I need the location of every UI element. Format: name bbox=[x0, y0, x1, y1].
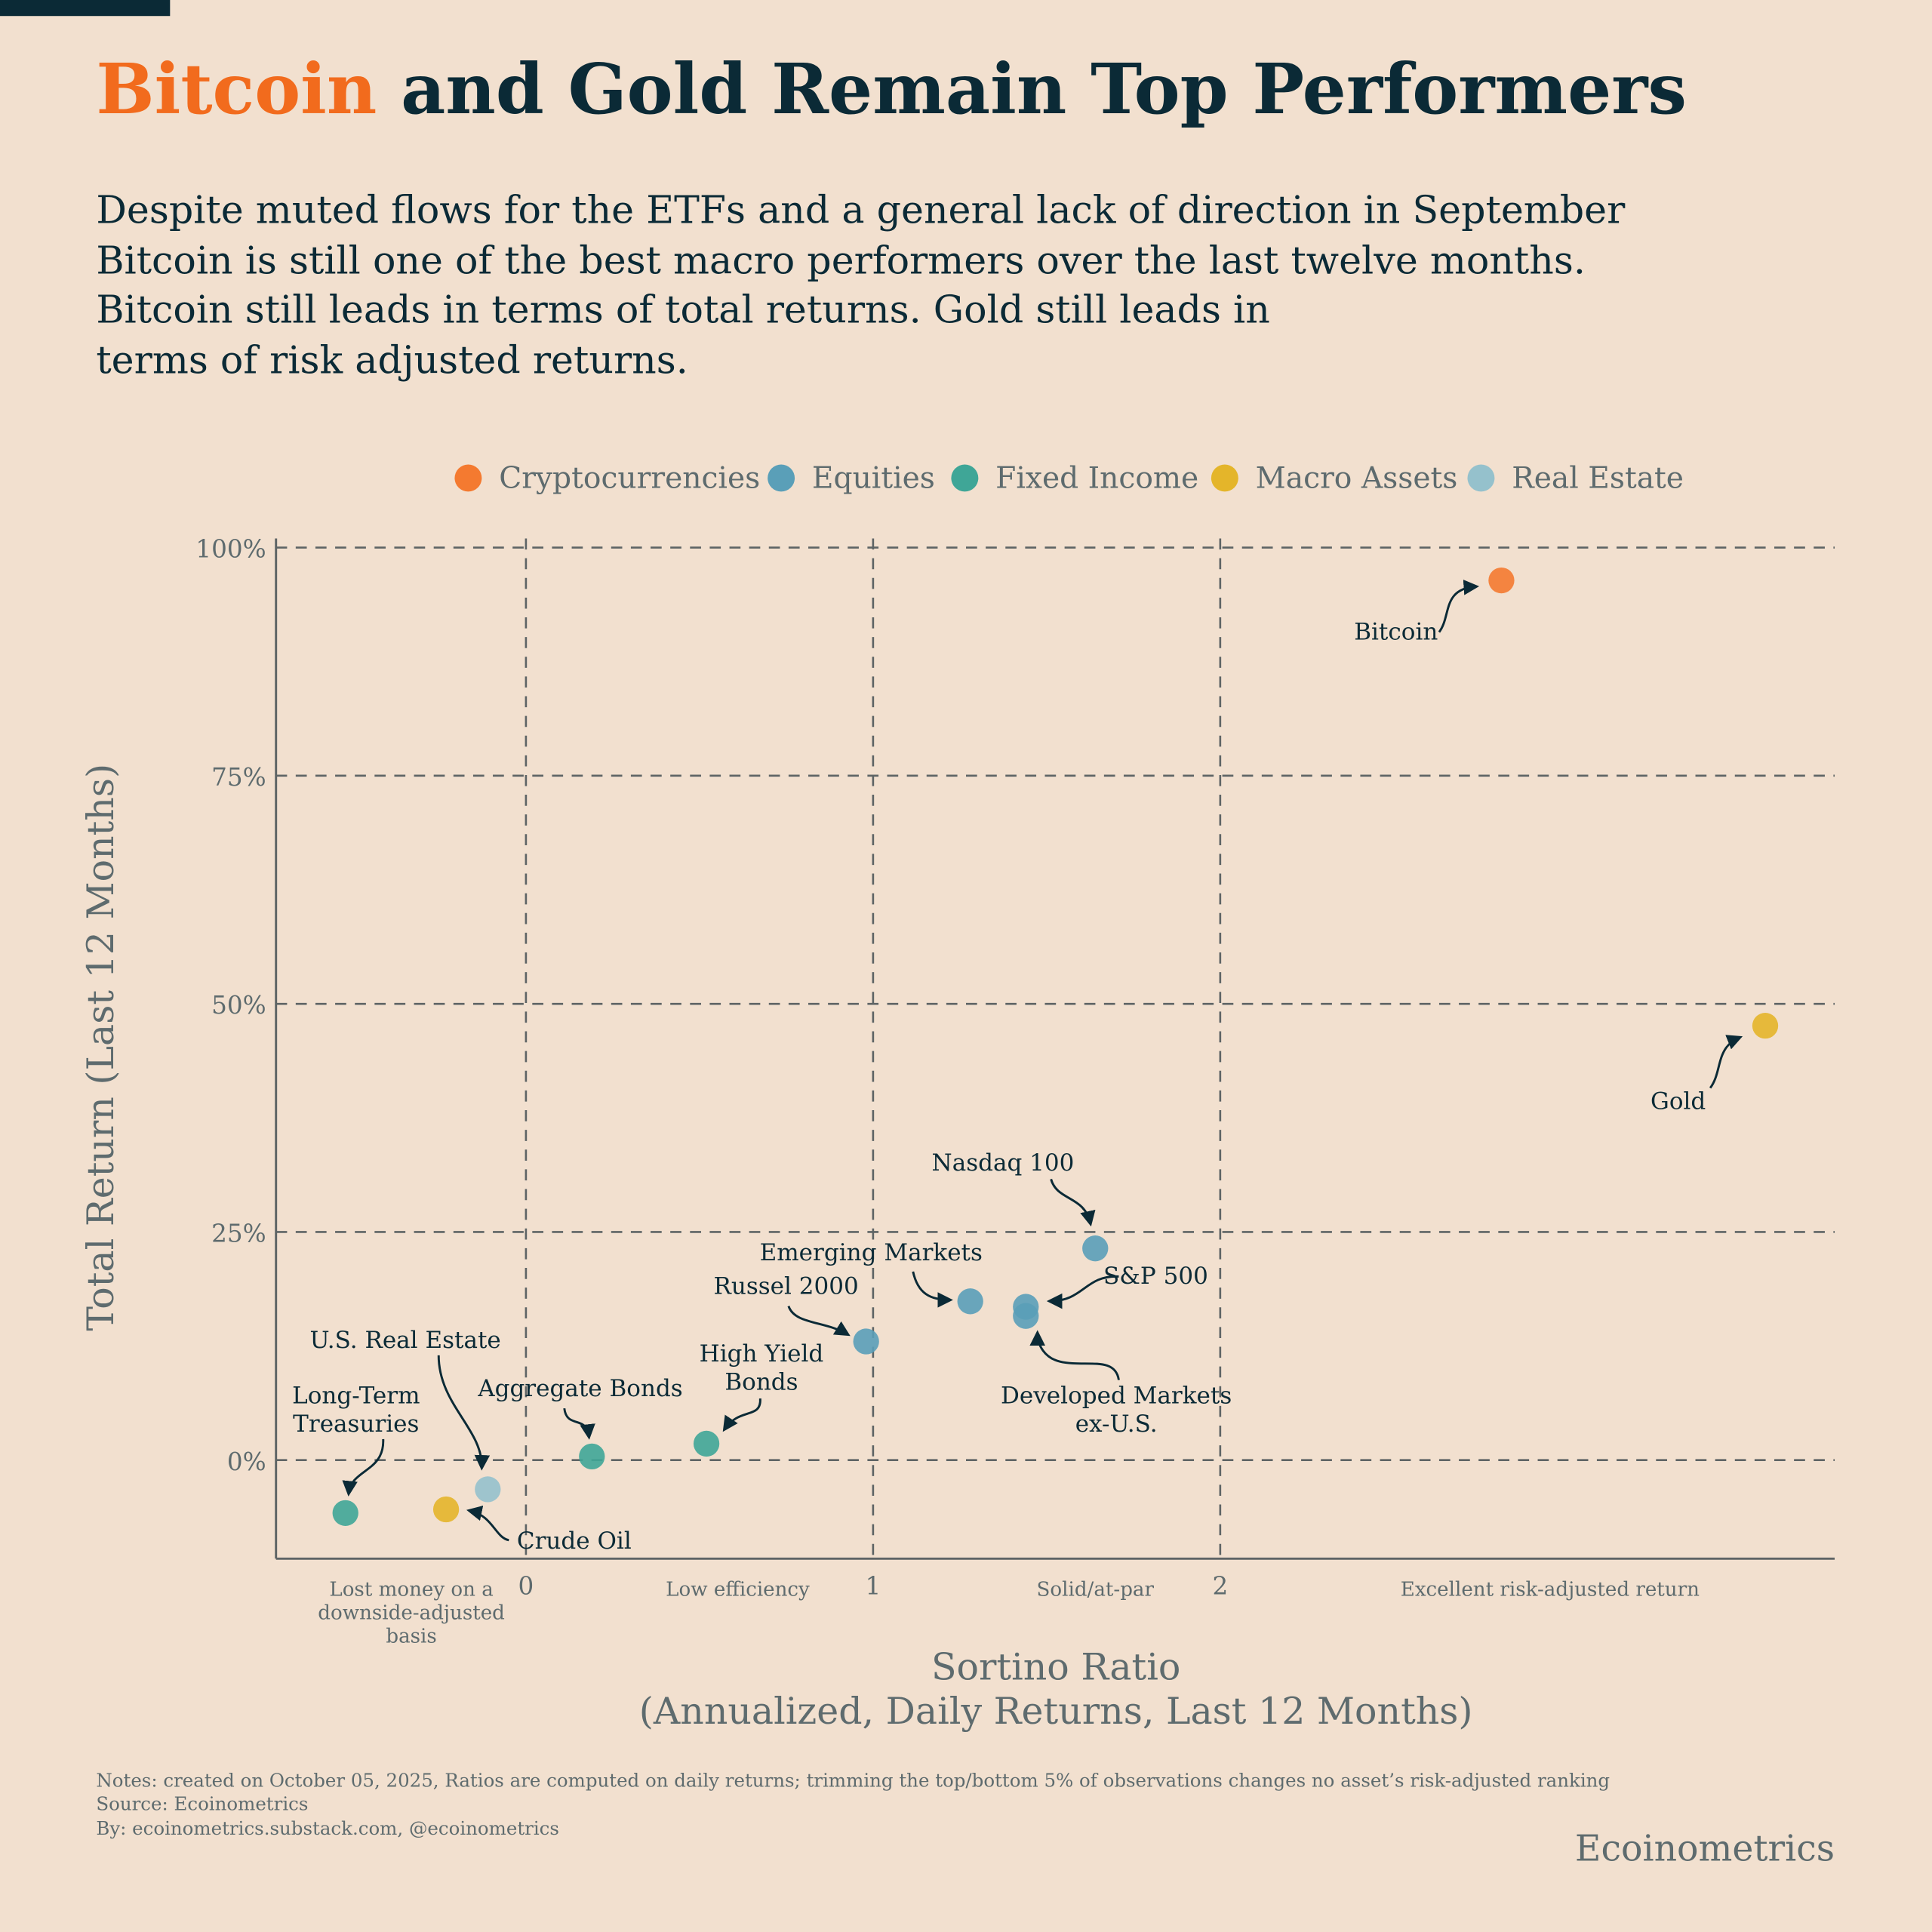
legend-marker bbox=[951, 464, 979, 492]
region-label: Excellent risk-adjusted return bbox=[1401, 1578, 1700, 1601]
legend-marker bbox=[768, 464, 795, 492]
annotation-arrow bbox=[1029, 1330, 1120, 1380]
point-label: Treasuries bbox=[293, 1411, 419, 1438]
data-point-nasdaq-100 bbox=[1082, 1235, 1109, 1262]
annotation-arrow bbox=[466, 1505, 509, 1542]
annotation-arrows bbox=[342, 580, 1743, 1542]
subtitle-line: terms of risk adjusted returns. bbox=[96, 338, 688, 383]
brand-logo-text: Ecoinometrics bbox=[1575, 1828, 1835, 1869]
data-point-developed-markets-ex-u-s- bbox=[1013, 1303, 1039, 1329]
annotation-arrow bbox=[787, 1306, 851, 1337]
footer-by: By: ecoinometrics.substack.com, @ecoinom… bbox=[96, 1817, 559, 1839]
footer-source: Source: Ecoinometrics bbox=[96, 1792, 308, 1814]
title-highlight: Bitcoin bbox=[96, 48, 377, 130]
x-tick-label: 1 bbox=[865, 1572, 881, 1601]
title-rest: and Gold Remain Top Performers bbox=[377, 48, 1687, 130]
chart-title: Bitcoin and Gold Remain Top Performers bbox=[96, 48, 1687, 130]
legend: Cryptocurrencies Equities Fixed Income Macr… bbox=[454, 462, 1684, 496]
point-label: Emerging Markets bbox=[760, 1239, 983, 1266]
point-label: Crude Oil bbox=[517, 1527, 632, 1555]
data-point-gold bbox=[1752, 1013, 1779, 1039]
y-tick-label: 25% bbox=[211, 1219, 266, 1247]
legend-label: Fixed Income bbox=[995, 462, 1198, 496]
point-labels: Bitcoin Gold Nasdaq 100 S&P 500 Developed Ma… bbox=[292, 618, 1706, 1555]
y-tick-label: 100% bbox=[195, 535, 266, 564]
y-tick-label: 0% bbox=[227, 1447, 266, 1476]
legend-label: Cryptocurrencies bbox=[499, 462, 760, 496]
data-point-bitcoin bbox=[1488, 567, 1515, 594]
point-label: U.S. Real Estate bbox=[309, 1327, 500, 1354]
region-label: Solid/at-par bbox=[1037, 1578, 1155, 1601]
top-accent-bar bbox=[0, 0, 171, 17]
y-axis-title: Total Return (Last 12 Months) bbox=[79, 764, 122, 1331]
x-tick-label: 2 bbox=[1212, 1572, 1228, 1601]
point-label: Russel 2000 bbox=[714, 1272, 859, 1300]
point-label: Long-Term bbox=[292, 1383, 420, 1410]
axes bbox=[275, 538, 1835, 1560]
x-axis-title-line1: Sortino Ratio bbox=[931, 1645, 1180, 1688]
legend-marker bbox=[454, 464, 482, 492]
legend-marker bbox=[1467, 464, 1495, 492]
point-label: Bitcoin bbox=[1354, 618, 1438, 645]
annotation-arrow bbox=[437, 1355, 491, 1471]
legend-label: Real Estate bbox=[1512, 462, 1684, 496]
subtitle-line: Bitcoin still leads in terms of total re… bbox=[96, 288, 1269, 332]
data-point-aggregate-bonds bbox=[579, 1443, 605, 1470]
region-label: downside-adjusted bbox=[318, 1601, 505, 1624]
data-point-emerging-markets bbox=[957, 1288, 983, 1315]
data-point-u-s-real-estate bbox=[475, 1476, 501, 1503]
region-label: Lost money on a bbox=[329, 1578, 493, 1601]
point-label: Bonds bbox=[724, 1369, 798, 1396]
point-label: Developed Markets bbox=[1001, 1383, 1232, 1410]
subtitle-line: Bitcoin is still one of the best macro p… bbox=[96, 238, 1586, 282]
annotation-arrow bbox=[1046, 1275, 1119, 1309]
data-point-high-yield-bonds bbox=[693, 1430, 720, 1457]
footer: Notes: created on October 05, 2025, Rati… bbox=[96, 1769, 1835, 1869]
subtitle: Despite muted flows for the ETFs and a g… bbox=[96, 188, 1626, 383]
data-point-russel-2000 bbox=[853, 1328, 879, 1355]
tick-labels: 0% 25% 50% 75% 100% 0 1 2 bbox=[195, 535, 1228, 1601]
annotation-arrow bbox=[1709, 1035, 1743, 1089]
legend-marker bbox=[1211, 464, 1238, 492]
point-label: Nasdaq 100 bbox=[932, 1149, 1075, 1177]
y-tick-label: 75% bbox=[211, 763, 266, 792]
footer-notes: Notes: created on October 05, 2025, Rati… bbox=[96, 1769, 1610, 1791]
annotation-arrow bbox=[912, 1271, 953, 1308]
region-label: basis bbox=[386, 1625, 436, 1647]
gridlines bbox=[275, 538, 1835, 1559]
annotation-arrow bbox=[563, 1407, 595, 1440]
subtitle-line: Despite muted flows for the ETFs and a g… bbox=[96, 188, 1626, 232]
x-tick-label: 0 bbox=[518, 1572, 534, 1601]
legend-label: Equities bbox=[812, 462, 935, 496]
point-label: Gold bbox=[1651, 1088, 1706, 1115]
region-label: Low efficiency bbox=[666, 1578, 810, 1601]
data-point-crude-oil bbox=[432, 1496, 460, 1523]
data-point-long-term-treasuries bbox=[332, 1500, 358, 1526]
annotation-arrow bbox=[342, 1438, 385, 1497]
point-label: S&P 500 bbox=[1103, 1263, 1208, 1290]
point-label: Aggregate Bonds bbox=[477, 1375, 683, 1402]
annotation-arrow bbox=[1050, 1178, 1096, 1227]
y-tick-label: 50% bbox=[211, 991, 266, 1020]
point-label: ex-U.S. bbox=[1075, 1411, 1158, 1438]
x-axis-title-line2: (Annualized, Daily Returns, Last 12 Mont… bbox=[639, 1690, 1473, 1733]
annotation-arrow bbox=[1438, 580, 1480, 633]
point-label: High Yield bbox=[700, 1340, 824, 1367]
annotation-arrow bbox=[722, 1398, 761, 1432]
data-points bbox=[332, 567, 1779, 1526]
legend-label: Macro Assets bbox=[1256, 462, 1458, 496]
